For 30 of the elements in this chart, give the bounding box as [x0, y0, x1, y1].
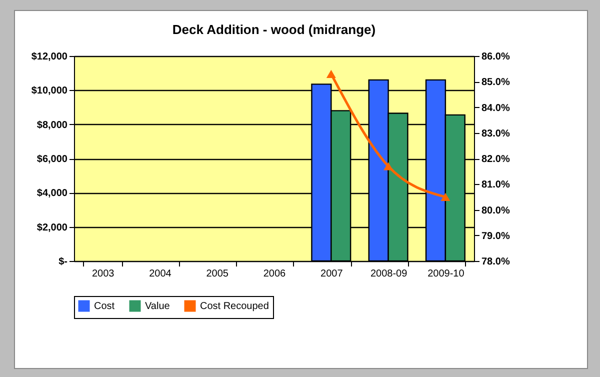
y-tick-label: $2,000 — [36, 222, 68, 234]
y2-tick-label: 78.0% — [482, 256, 510, 268]
y-tick-label: $4,000 — [36, 188, 68, 200]
point — [440, 192, 450, 202]
y2-tick-label: 81.0% — [482, 180, 510, 191]
y-tick-label: $- — [58, 256, 68, 268]
y2-tick-label: 86.0% — [482, 52, 510, 62]
x-tick-label: 2008-09 — [370, 268, 408, 280]
point — [326, 70, 336, 78]
x-tick-label: 2007 — [320, 268, 344, 280]
y2-tick-label: 82.0% — [482, 154, 510, 165]
y2-tick-label: 80.0% — [482, 205, 510, 216]
x-tick-label: 2006 — [263, 268, 286, 280]
x-tick-label: 2004 — [149, 268, 172, 280]
legend-label: Cost Recouped — [200, 301, 269, 312]
y-tick-label: $10,000 — [31, 86, 68, 97]
point — [384, 162, 394, 170]
y2-tick-label: 84.0% — [482, 102, 510, 114]
y2-tick-label: 85.0% — [482, 77, 510, 88]
y2-tick-label: 83.0% — [482, 128, 510, 140]
x-tick-label: 2009-10 — [428, 268, 465, 280]
x-tick-label: 2003 — [92, 268, 115, 280]
y-tick-label: $12,000 — [31, 52, 68, 62]
y-tick-label: $6,000 — [36, 154, 68, 165]
x-tick-label: 2005 — [206, 268, 229, 280]
y2-tick-label: 79.0% — [482, 230, 510, 242]
y-tick-label: $8,000 — [36, 120, 68, 131]
chart-title: Deck Addition - wood (midrange) — [172, 22, 376, 37]
legend-label: Value — [145, 301, 170, 312]
legend-label: Cost — [94, 301, 115, 312]
